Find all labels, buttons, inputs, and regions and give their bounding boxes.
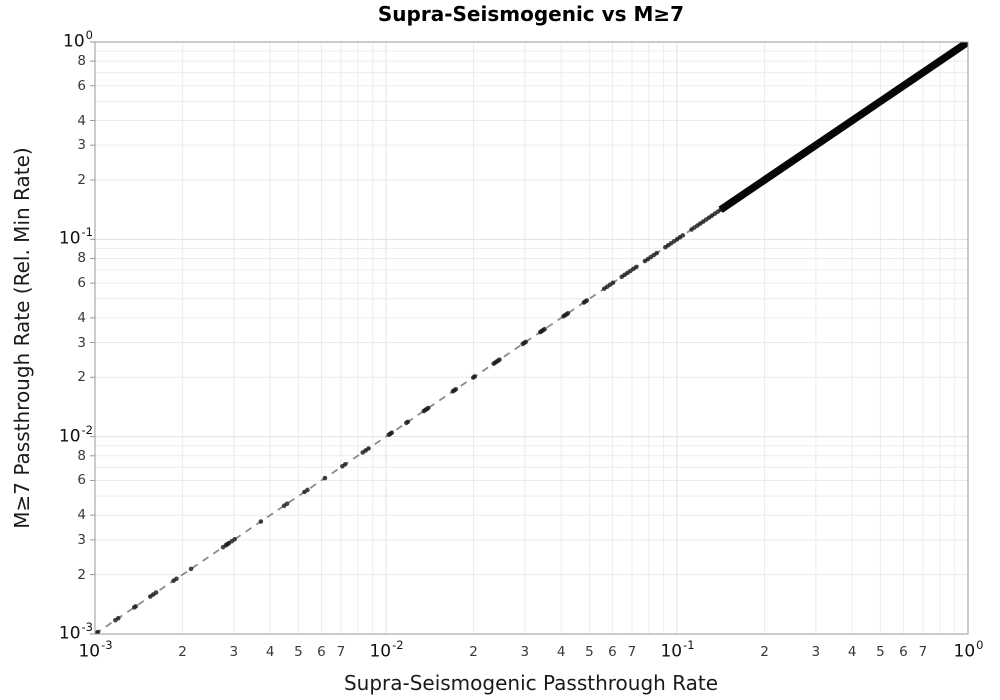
- y-minor-tick-label: 2: [77, 369, 86, 386]
- chart-title: Supra-Seismogenic vs M≥7: [377, 2, 685, 26]
- grid-lines-minor: [95, 42, 968, 634]
- scatter-series: [95, 42, 968, 634]
- y-minor-tick-label: 2: [77, 566, 86, 583]
- y-minor-tick-label: 8: [77, 53, 86, 70]
- data-point: [389, 430, 395, 436]
- x-minor-tick-label: 6: [608, 644, 617, 660]
- x-minor-tick-label: 6: [317, 644, 326, 660]
- data-point: [425, 405, 431, 411]
- x-axis-title: Supra-Seismogenic Passthrough Rate: [343, 671, 719, 695]
- identity-reference-line: [95, 42, 968, 634]
- data-point: [174, 576, 179, 582]
- data-point: [565, 311, 571, 316]
- x-major-tick-label: 10-2: [369, 638, 404, 662]
- x-minor-tick-label: 4: [847, 644, 857, 660]
- y-minor-tick-label: 4: [77, 112, 86, 129]
- x-minor-tick-label: 4: [556, 644, 566, 660]
- y-minor-tick-label: 4: [77, 507, 86, 524]
- data-point: [188, 566, 194, 572]
- x-minor-tick-label: 4: [265, 644, 275, 660]
- data-point: [115, 615, 121, 621]
- data-point: [366, 446, 371, 451]
- data-point: [497, 357, 502, 363]
- x-minor-tick-label: 7: [336, 644, 346, 660]
- data-point: [584, 298, 590, 303]
- y-minor-tick-label: 6: [77, 472, 86, 489]
- y-major-tick-label: 100: [63, 28, 93, 52]
- data-point: [305, 487, 310, 493]
- y-minor-tick-label: 3: [77, 137, 86, 154]
- data-point: [654, 250, 659, 256]
- y-minor-tick-label: 2: [77, 171, 86, 188]
- y-minor-tick-label: 6: [77, 275, 86, 292]
- data-point: [322, 475, 328, 481]
- data-point: [680, 233, 686, 238]
- y-minor-tick-label: 8: [77, 250, 86, 267]
- data-point: [342, 461, 348, 467]
- y-axis-ticks: [90, 41, 95, 635]
- x-minor-tick-label: 5: [585, 644, 594, 660]
- dense-point-band: [718, 42, 968, 213]
- y-major-tick-label: 10-3: [58, 620, 93, 644]
- x-minor-tick-label: 7: [918, 644, 928, 660]
- data-point: [472, 374, 478, 379]
- x-minor-tick-label: 5: [294, 644, 303, 660]
- plot-border: [94, 41, 969, 635]
- y-minor-tick-label: 8: [77, 447, 86, 464]
- data-point: [284, 501, 290, 507]
- x-minor-tick-label: 6: [899, 644, 908, 660]
- y-minor-tick-label: 3: [77, 334, 86, 351]
- x-minor-tick-label: 7: [627, 644, 637, 660]
- data-point: [153, 590, 159, 595]
- x-major-tick-label: 10-3: [78, 638, 113, 662]
- data-point: [523, 339, 528, 345]
- x-minor-tick-label: 3: [520, 644, 530, 660]
- y-major-tick-label: 10-1: [58, 225, 93, 249]
- y-minor-tick-label: 6: [77, 77, 86, 94]
- x-major-tick-label: 10-1: [660, 638, 695, 662]
- y-minor-tick-label: 4: [77, 309, 86, 326]
- data-point: [232, 536, 237, 542]
- x-minor-tick-label: 2: [469, 644, 478, 660]
- data-point: [95, 629, 101, 634]
- x-minor-tick-label: 2: [178, 644, 187, 660]
- data-point: [258, 519, 264, 524]
- data-point: [133, 604, 139, 609]
- data-point: [542, 326, 547, 332]
- x-minor-tick-label: 3: [229, 644, 239, 660]
- x-major-tick-label: 100: [953, 638, 984, 662]
- data-point: [610, 280, 616, 286]
- y-minor-tick-label: 3: [77, 531, 86, 548]
- data-point: [405, 419, 411, 425]
- x-minor-tick-label: 3: [811, 644, 821, 660]
- y-major-tick-label: 10-2: [58, 422, 93, 447]
- data-point: [453, 387, 459, 392]
- x-minor-tick-label: 2: [760, 644, 769, 660]
- data-point: [633, 264, 639, 270]
- x-minor-tick-label: 5: [876, 644, 885, 660]
